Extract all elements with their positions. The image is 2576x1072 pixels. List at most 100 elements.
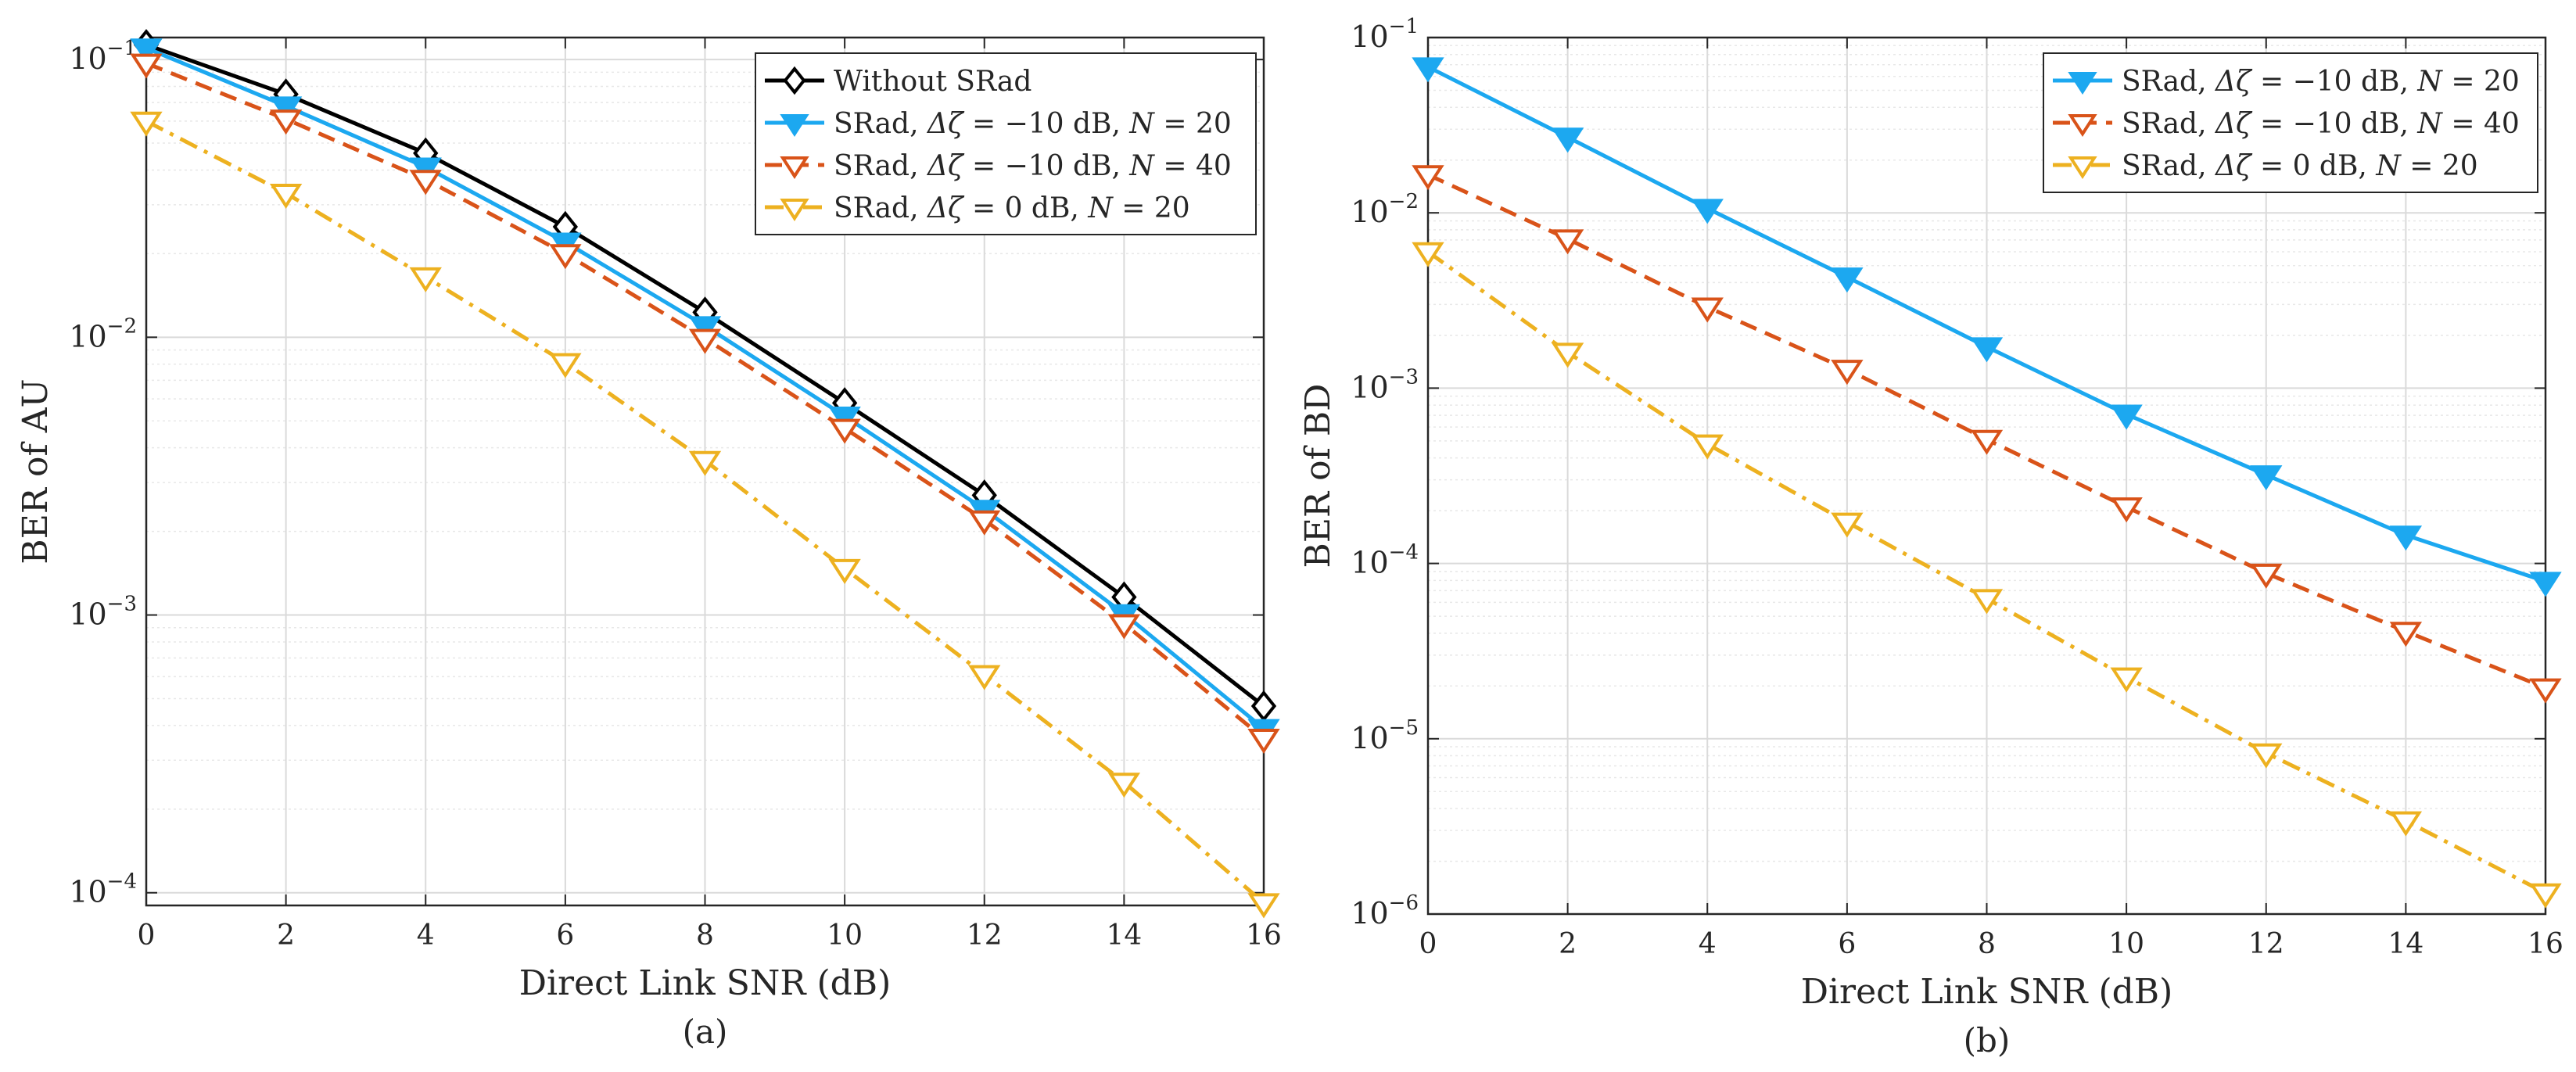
legend-entry: SRad, Δζ = −10 dB, N = 40 (2053, 108, 2520, 140)
data-point (130, 38, 163, 64)
data-point (780, 114, 809, 137)
x-tick-label: 12 (967, 920, 1003, 952)
data-point (2389, 525, 2423, 551)
data-point (2068, 156, 2097, 179)
series-2 (130, 53, 1280, 754)
tick-marks (1427, 37, 2546, 915)
data-point (1970, 429, 2004, 455)
x-tick-label: 2 (1559, 928, 1577, 960)
legend-n-symbol: N (2416, 108, 2443, 140)
y-tick-label: 10−1 (69, 37, 137, 76)
legend-n-symbol: N (1087, 192, 1114, 224)
legend-symbol: Δζ (926, 150, 965, 182)
series-3 (130, 111, 1280, 919)
legend-text: = −10 dB, (963, 150, 1130, 182)
data-point (2389, 811, 2423, 837)
data-point (1831, 512, 1864, 538)
x-tick-label: 6 (556, 920, 574, 952)
y-tick-label: 10−3 (1351, 365, 1419, 404)
data-point (1691, 199, 1724, 224)
legend-label: SRad, Δζ = 0 dB, N = 20 (2122, 150, 2478, 182)
data-point (2529, 883, 2562, 909)
x-tick-label: 8 (696, 920, 714, 952)
legend-n-symbol: N (1128, 150, 1155, 182)
legend-text: Without SRad (834, 66, 1031, 98)
data-point (2250, 563, 2283, 589)
x-tick-label: 16 (1246, 920, 1282, 952)
y-tick-label: 10−2 (69, 314, 137, 353)
legend-label: SRad, Δζ = 0 dB, N = 20 (834, 192, 1190, 224)
data-point (1831, 360, 1864, 385)
legend-text: = −10 dB, (963, 108, 1130, 140)
legend-n-symbol: N (1128, 108, 1155, 140)
chart-b: 0 2 4 6 8 10 12 14 1610−110−210−310−410−510−6Dir… (1298, 15, 2563, 1059)
data-point (2068, 72, 2097, 95)
legend: Without SRad SRad, Δζ = −10 dB, N = 20 SRa… (755, 52, 1257, 235)
data-point (2529, 678, 2562, 704)
y-tick-base: 10 (1351, 721, 1388, 755)
data-point (409, 267, 442, 292)
x-tick-label: 14 (2388, 928, 2424, 960)
data-point (2389, 622, 2423, 647)
x-tick-label: 2 (277, 920, 295, 952)
y-tick-exponent: −2 (107, 314, 137, 338)
legend-label: SRad, Δζ = −10 dB, N = 20 (834, 108, 1232, 140)
data-point (409, 157, 442, 183)
data-point (1551, 229, 1584, 255)
y-tick-base: 10 (69, 41, 106, 76)
series-1 (1412, 165, 2562, 704)
x-tick-label: 12 (2248, 928, 2284, 960)
legend-box (2043, 52, 2538, 193)
legend-entry: SRad, Δζ = −10 dB, N = 40 (765, 150, 1232, 182)
y-tick-base: 10 (1351, 370, 1388, 404)
legend-box (755, 52, 1257, 235)
x-tick-label: 4 (1699, 928, 1717, 960)
data-point (1107, 773, 1141, 798)
legend-n-value: 20 (2484, 66, 2520, 98)
series-0 (1412, 57, 2562, 597)
data-point (688, 450, 722, 476)
y-tick-exponent: −3 (1389, 365, 1419, 389)
legend-n-value: 40 (1196, 150, 1232, 182)
data-point (2110, 404, 2143, 430)
y-tick-base: 10 (1351, 195, 1388, 229)
y-tick-base: 10 (69, 319, 106, 353)
legend-label: SRad, Δζ = −10 dB, N = 40 (834, 150, 1232, 182)
subfigure-caption: (b) (1964, 1021, 2011, 1059)
legend-symbol: Δζ (2214, 66, 2253, 98)
legend-entry: SRad, Δζ = −10 dB, N = 20 (2053, 66, 2520, 98)
x-tick-label: 0 (138, 920, 156, 952)
data-point (1970, 337, 2004, 363)
x-tick-label: 8 (1978, 928, 1996, 960)
data-point (549, 244, 582, 270)
y-tick-base: 10 (1351, 896, 1388, 930)
data-point (2250, 743, 2283, 769)
legend-equals: = (1113, 192, 1154, 224)
data-point (1247, 728, 1280, 754)
data-point (549, 353, 582, 378)
data-point (783, 66, 806, 95)
data-point (968, 665, 1001, 690)
legend-equals: = (2442, 66, 2484, 98)
legend-symbol: Δζ (926, 108, 965, 140)
legend-text: = −10 dB, (2251, 66, 2418, 98)
data-point (409, 170, 442, 195)
data-point (828, 407, 861, 432)
legend-label: SRad, Δζ = −10 dB, N = 40 (2122, 108, 2520, 140)
legend-entry: SRad, Δζ = 0 dB, N = 20 (765, 192, 1190, 224)
y-tick-label: 10−5 (1351, 716, 1419, 755)
legend-text: SRad, (2122, 108, 2215, 140)
legend-equals: = (2442, 108, 2484, 140)
y-tick-label: 10−2 (1351, 190, 1419, 229)
y-tick-base: 10 (1351, 546, 1388, 580)
y-axis-label: BER of AU (16, 378, 56, 564)
x-tick-label: 0 (1419, 928, 1437, 960)
legend-text: SRad, (2122, 150, 2215, 182)
data-point (828, 558, 861, 584)
y-tick-exponent: −4 (1389, 541, 1419, 565)
data-point (130, 53, 163, 79)
data-point (1691, 297, 1724, 323)
legend-label: Without SRad (834, 66, 1031, 98)
